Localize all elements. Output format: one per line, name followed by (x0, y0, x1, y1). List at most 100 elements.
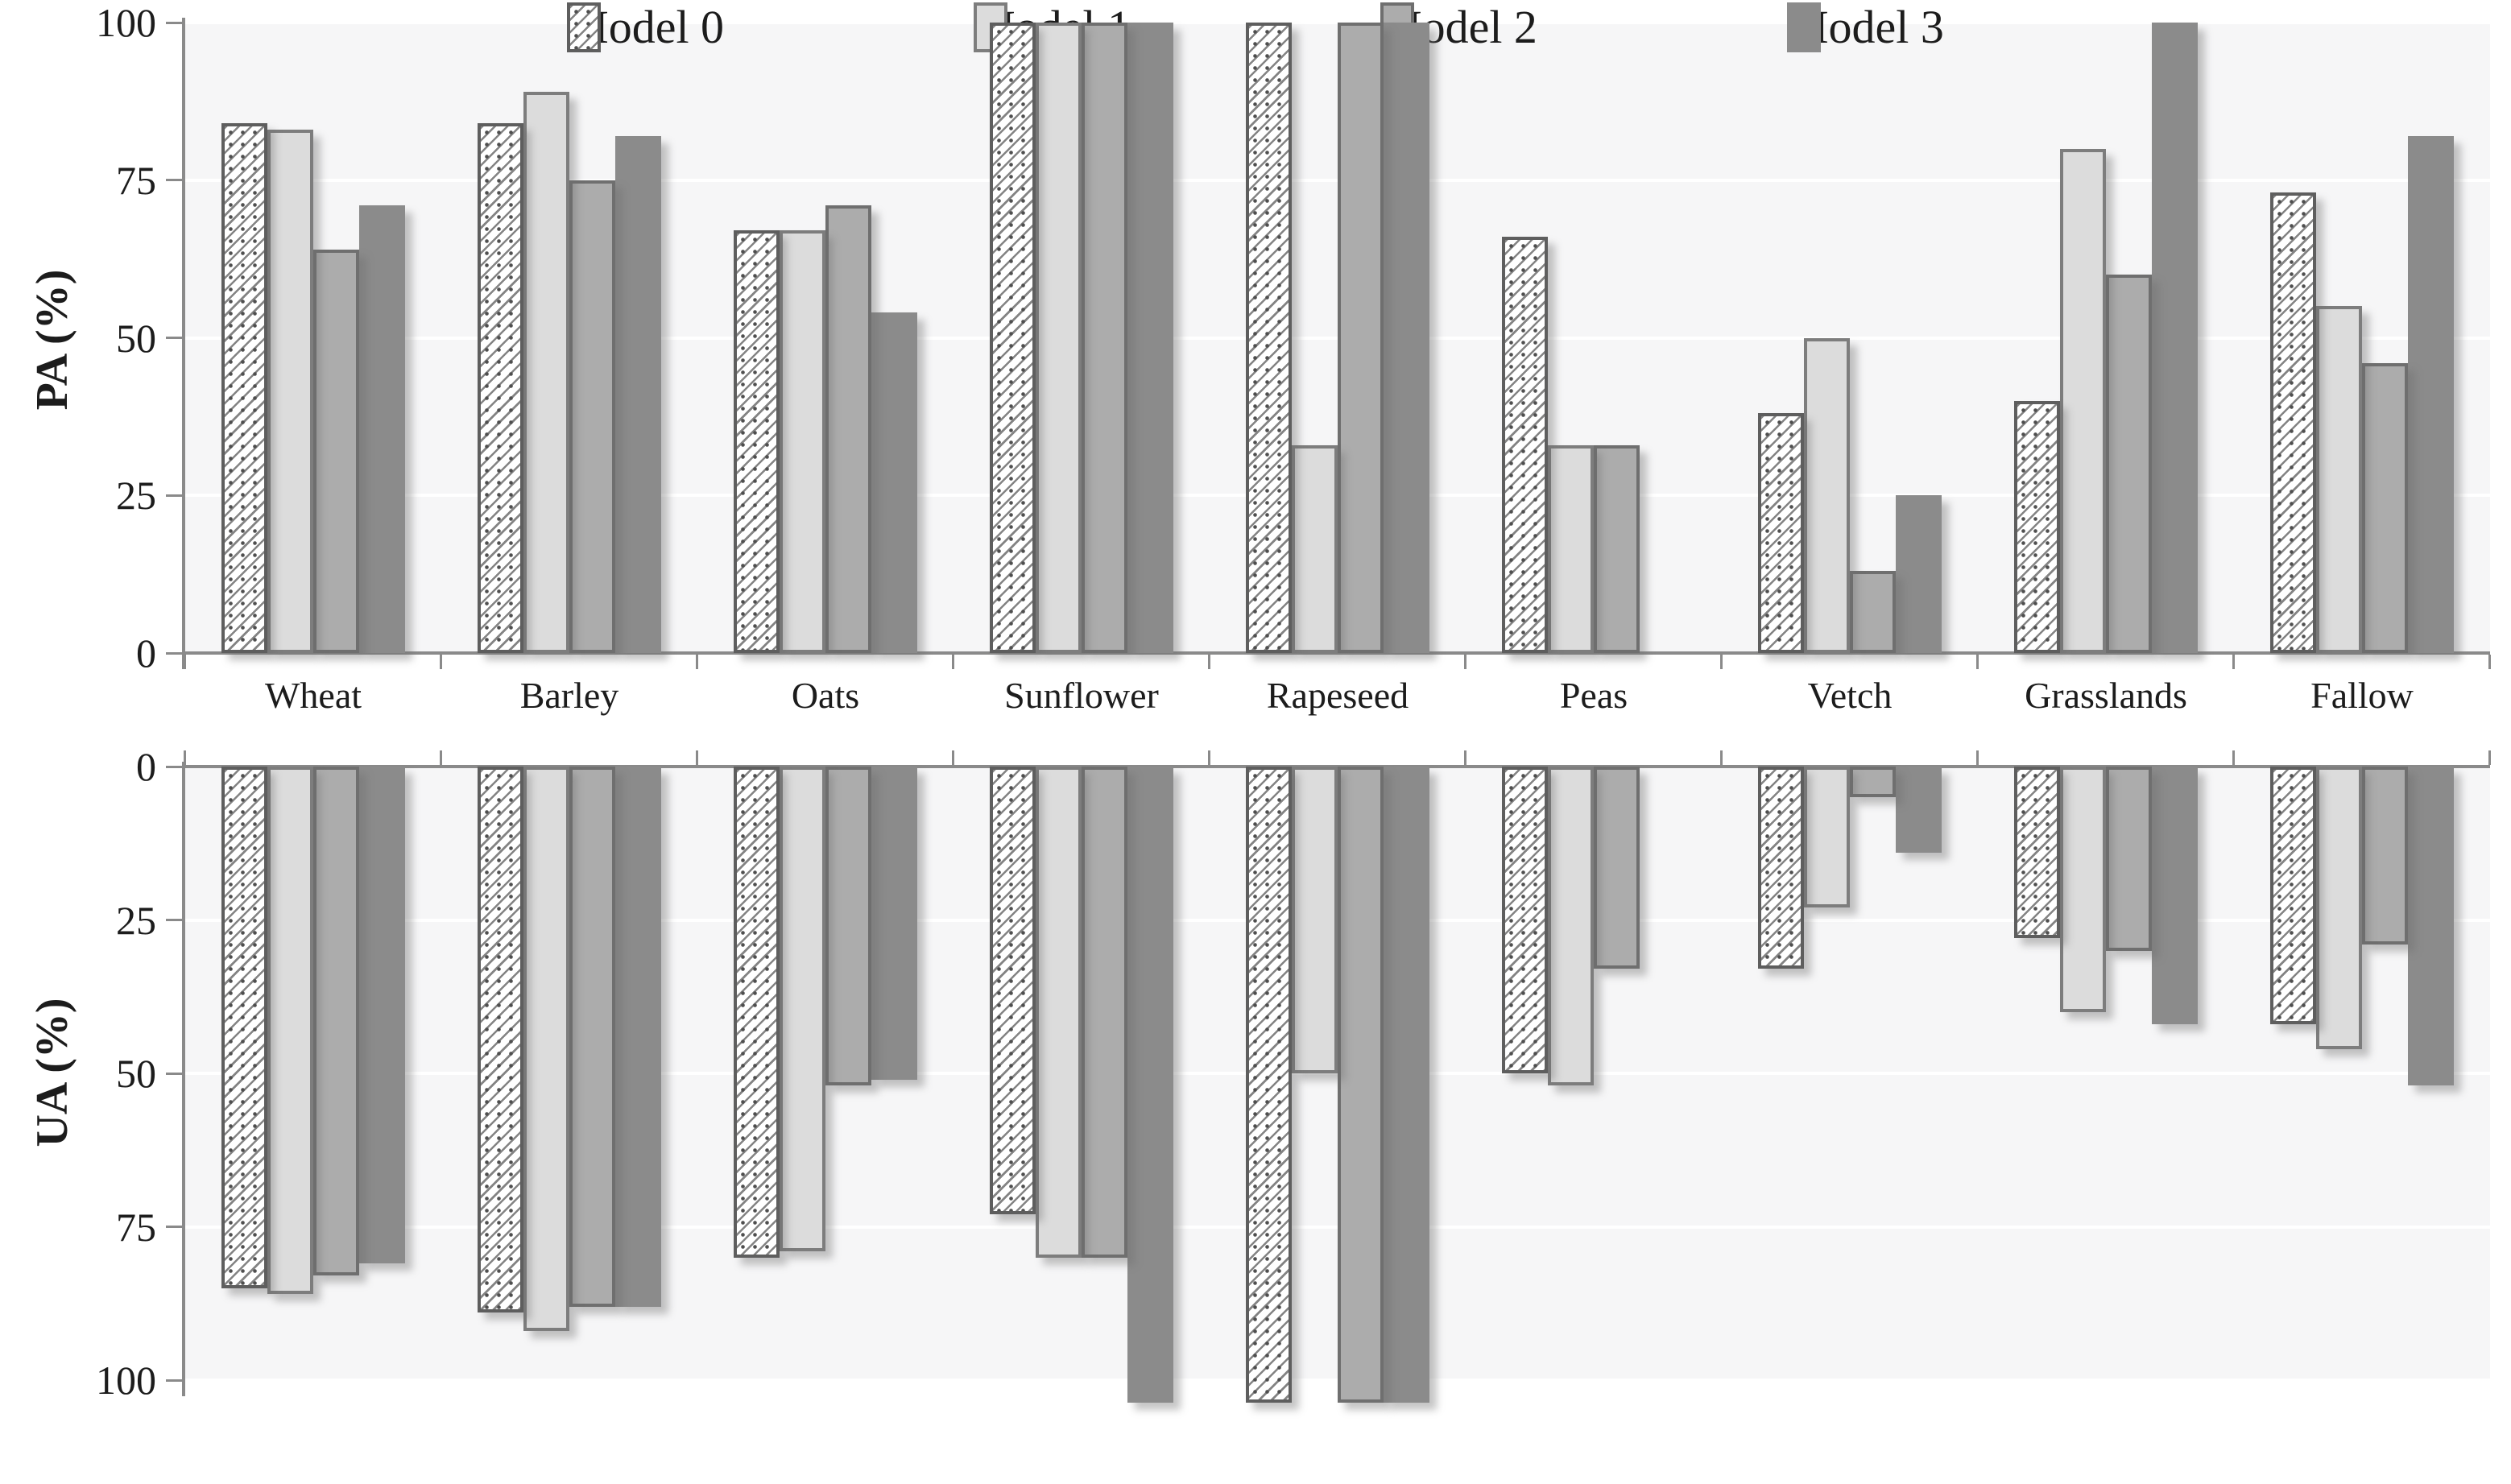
ua-y-tick (166, 1379, 182, 1382)
ua-bar-sunflower-model-1 (1036, 767, 1082, 1258)
pa-bar-vetch-model-2 (1850, 571, 1896, 653)
ua-category-tick (184, 750, 186, 765)
category-label-fallow: Fallow (2310, 675, 2414, 716)
pa-bar-peas-model-0 (1502, 237, 1548, 653)
pa-bar-oats-model-0 (734, 230, 780, 653)
ua-bar-sunflower-model-2 (1082, 767, 1127, 1258)
ua-bar-barley-model-0 (478, 767, 523, 1313)
ua-y-tick-label-50: 50 (116, 1051, 156, 1096)
pa-y-axis-line (182, 18, 185, 669)
ua-y-tick-label-75: 75 (116, 1204, 156, 1250)
category-label-vetch: Vetch (1807, 675, 1893, 716)
category-label-grasslands: Grasslands (2025, 675, 2187, 716)
pa-bar-fallow-model-2 (2362, 362, 2408, 653)
pa-y-tick-label-25: 25 (116, 473, 156, 519)
ua-bar-barley-model-2 (569, 767, 615, 1307)
pa-bar-grasslands-model-2 (2106, 275, 2152, 653)
pa-bar-barley-model-2 (569, 180, 615, 653)
pa-y-tick-label-75: 75 (116, 157, 156, 203)
pa-category-tick (1464, 655, 1466, 669)
pa-bar-peas-model-1 (1548, 444, 1594, 653)
ua-bar-sunflower-model-3 (1127, 767, 1173, 1403)
pa-category-tick (2488, 655, 2491, 669)
pa-y-tick (166, 21, 182, 24)
ua-y-tick-label-100: 100 (96, 1358, 156, 1403)
pa-category-tick (1208, 655, 1210, 669)
pa-y-tick (166, 494, 182, 497)
ua-bar-wheat-model-0 (221, 767, 267, 1288)
pa-y-tick (166, 337, 182, 339)
pa-y-tick-label-0: 0 (136, 630, 156, 676)
pa-category-tick (1720, 655, 1723, 669)
ua-bar-peas-model-1 (1548, 767, 1594, 1086)
pa-bar-sunflower-model-2 (1082, 23, 1127, 653)
pa-bar-vetch-model-1 (1804, 337, 1850, 653)
ua-bar-grasslands-model-2 (2106, 767, 2152, 951)
pa-bar-rapeseed-model-1 (1292, 444, 1338, 653)
pa-bar-grasslands-model-3 (2152, 23, 2198, 653)
ua-y-tick (166, 919, 182, 921)
pa-y-tick-label-100: 100 (96, 0, 156, 45)
ua-bar-rapeseed-model-0 (1246, 767, 1292, 1403)
ua-bar-vetch-model-2 (1850, 767, 1896, 798)
pa-bar-oats-model-3 (871, 312, 917, 653)
pa-bar-fallow-model-1 (2316, 306, 2362, 653)
ua-bar-rapeseed-model-2 (1338, 767, 1384, 1403)
pa-y-tick (166, 179, 182, 182)
category-label-sunflower: Sunflower (1004, 675, 1159, 716)
ua-y-axis-line (182, 762, 185, 1396)
pa-bar-wheat-model-2 (313, 249, 359, 653)
ua-bar-oats-model-1 (780, 767, 825, 1251)
ua-category-tick (1976, 750, 1979, 765)
pa-bar-barley-model-3 (615, 135, 661, 653)
ua-y-tick (166, 1226, 182, 1228)
ua-category-tick (2488, 750, 2491, 765)
ua-bar-fallow-model-0 (2270, 767, 2316, 1025)
pa-y-tick-label-50: 50 (116, 315, 156, 361)
ua-bar-fallow-model-2 (2362, 767, 2408, 945)
pa-bar-rapeseed-model-3 (1384, 23, 1429, 653)
pa-bar-barley-model-1 (523, 92, 569, 653)
ua-bar-wheat-model-3 (359, 767, 405, 1264)
category-label-wheat: Wheat (264, 675, 362, 716)
ua-bar-sunflower-model-0 (990, 767, 1036, 1215)
ua-bar-wheat-model-2 (313, 767, 359, 1276)
pa-category-tick (184, 655, 186, 669)
legend-swatch-model-0-icon (567, 2, 602, 52)
legend-swatch-model-3-icon (1786, 2, 1821, 52)
legend-item-model-3: Model 3 (1786, 0, 1944, 54)
ua-bar-rapeseed-model-3 (1384, 767, 1429, 1403)
ua-bar-rapeseed-model-1 (1292, 767, 1338, 1073)
ua-bar-fallow-model-1 (2316, 767, 2362, 1049)
ua-y-tick (166, 765, 182, 768)
ua-y-tick-label-0: 0 (136, 744, 156, 789)
pa-bar-rapeseed-model-2 (1338, 23, 1384, 653)
ua-category-tick (1464, 750, 1466, 765)
pa-x-axis-line (182, 651, 2490, 655)
pa-bar-rapeseed-model-0 (1246, 23, 1292, 653)
ua-y-tick-label-25: 25 (116, 897, 156, 943)
pa-bar-wheat-model-1 (267, 130, 313, 653)
pa-bar-wheat-model-3 (359, 205, 405, 653)
ua-bar-vetch-model-1 (1804, 767, 1850, 908)
category-label-peas: Peas (1559, 675, 1628, 716)
ua-bar-peas-model-0 (1502, 767, 1548, 1073)
pa-bar-grasslands-model-1 (2060, 148, 2106, 653)
ua-bar-peas-model-2 (1594, 767, 1640, 969)
ua-bar-oats-model-0 (734, 767, 780, 1258)
pa-bar-sunflower-model-1 (1036, 23, 1082, 653)
ua-bar-vetch-model-0 (1758, 767, 1804, 969)
ua-bar-grasslands-model-1 (2060, 767, 2106, 1012)
category-label-barley: Barley (519, 675, 619, 716)
pa-category-tick (952, 655, 954, 669)
legend-item-model-0: Model 0 (567, 0, 724, 54)
ua-bar-vetch-model-3 (1896, 767, 1942, 853)
ua-y-tick (166, 1072, 182, 1075)
pa-bar-vetch-model-0 (1758, 413, 1804, 653)
ua-bar-grasslands-model-0 (2014, 767, 2060, 939)
category-label-rapeseed: Rapeseed (1266, 675, 1409, 716)
ua-bar-oats-model-3 (871, 767, 917, 1080)
ua-category-tick (1208, 750, 1210, 765)
pa-category-tick (1976, 655, 1979, 669)
